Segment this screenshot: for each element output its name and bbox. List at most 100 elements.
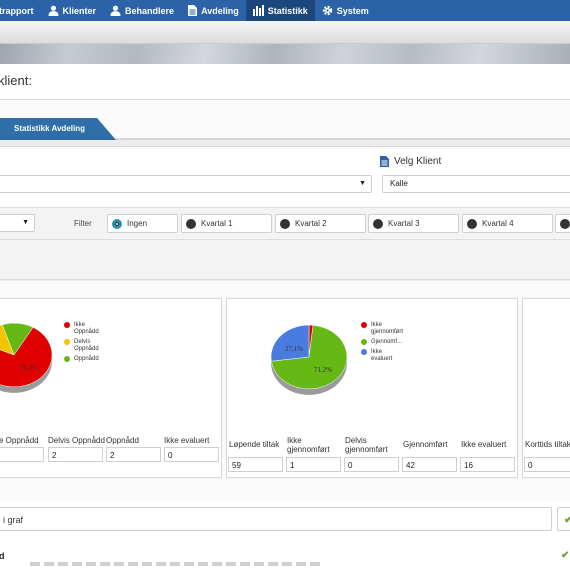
page-title: klient:	[0, 73, 32, 88]
filter-option-label: Kvartal 4	[482, 219, 514, 228]
nav-label-avdeling: Avdeling	[201, 5, 239, 16]
legend-1: Ikke Oppnådd Delvis Oppnådd Oppnådd	[64, 322, 104, 366]
stat-value: 59	[228, 457, 283, 472]
legend-2: Ikke gjennomført Gjennomf... Ikke evalue…	[361, 322, 407, 366]
nav-item-klienter[interactable]: Klienter	[41, 0, 104, 21]
tab-bar: Statistikk Avdeling	[0, 100, 570, 140]
nav-label-klienter: Klienter	[62, 5, 97, 16]
user-icon	[48, 5, 59, 16]
pie-data-label: 71,2%	[314, 366, 332, 374]
gear-icon	[322, 5, 332, 16]
stat-label: Delvis Oppnådd	[48, 436, 105, 445]
legend-dot-green	[64, 356, 70, 362]
stat-value: 2	[48, 447, 103, 462]
check-icon: ✔	[561, 550, 570, 561]
radio-icon	[467, 218, 477, 229]
filter-option-label: Kvartal 2	[295, 219, 327, 228]
nav-label-behandlere: Behandlere	[125, 5, 175, 16]
nav-item-klientrapport[interactable]: ktrapport	[0, 0, 41, 21]
stat-label: Ikke gjennomført	[287, 436, 330, 454]
nav-label-statistikk: Statistikk	[267, 5, 308, 16]
stat-label: Ikke evaluert	[164, 436, 210, 445]
tab-statistikk-avdeling[interactable]: Statistikk Avdeling	[0, 118, 116, 140]
pie-data-label: 27,1%	[285, 345, 303, 353]
filter-option-label: Kvartal 1	[201, 219, 233, 228]
stat-card-korttids	[522, 298, 570, 478]
filter-option-label: Kvartal 3	[388, 219, 420, 228]
legend-entry-oppnadd: Oppnådd	[74, 356, 99, 362]
period-select[interactable]: ▼	[0, 214, 35, 232]
filter-option-kvartal-2[interactable]: Kvartal 2	[275, 214, 366, 233]
stat-label: Delvis gjennomført	[345, 436, 388, 454]
legend-dot-blue	[361, 349, 367, 355]
section-label: d	[0, 551, 5, 561]
nav-item-avdeling[interactable]: Avdeling	[181, 0, 246, 21]
check-icon[interactable]: ✔	[557, 507, 570, 531]
velg-klient-label: Velg Klient	[380, 156, 441, 167]
filter-option-kvartal-4[interactable]: Kvartal 4	[462, 214, 553, 233]
pie-chart-1: 73,3%	[0, 322, 53, 393]
radio-icon	[186, 218, 196, 229]
legend-entry-gjennomfort: Gjennomf...	[371, 339, 403, 345]
legend-entry-delvis-oppnadd: Delvis Oppnådd	[74, 339, 99, 352]
filter-option-label: Ingen	[127, 219, 148, 228]
department-select[interactable]: ▼	[0, 175, 372, 193]
pie-chart-2: 71,2% 27,1%	[270, 324, 348, 395]
stat-label: Oppnådd	[106, 436, 139, 445]
filter-option-kvartal-1[interactable]: Kvartal 1	[181, 214, 272, 233]
nav-item-system[interactable]: System	[315, 0, 376, 21]
caret-down-icon: ▼	[359, 180, 366, 187]
graf-field[interactable]: i graf	[0, 507, 552, 531]
stat-value: 42	[402, 457, 457, 472]
bar-chart-icon	[252, 5, 264, 16]
stat-value: 0	[164, 447, 219, 462]
toolbar-band	[0, 21, 570, 44]
stat-value: 1	[286, 457, 341, 472]
top-navigation: ktrapport Klienter Behandlere Avdeling S…	[0, 0, 570, 21]
user-icon	[110, 5, 121, 16]
stat-value: 0	[344, 457, 399, 472]
stat-value: 0	[524, 457, 570, 472]
caret-down-icon: ▼	[22, 219, 29, 226]
empty-band	[0, 240, 570, 280]
nav-item-behandlere[interactable]: Behandlere	[103, 0, 181, 21]
legend-entry-ikke-oppnadd: Ikke Oppnådd	[74, 322, 99, 335]
stat-value	[0, 447, 44, 462]
legend-dot-yellow	[64, 339, 70, 345]
legend-entry-ikke-gjennomfort: Ikke gjennomført	[371, 322, 404, 335]
pie-slice	[0, 327, 53, 388]
legend-dot-green	[361, 339, 367, 345]
filter-option-kvartal-3[interactable]: Kvartal 3	[368, 214, 459, 233]
stat-label: Gjennomført	[403, 440, 448, 449]
filter-option-ingen[interactable]: Ingen	[107, 214, 178, 233]
legend-dot-red	[64, 322, 70, 328]
stat-label: Løpende tiltak	[229, 440, 280, 449]
pie-slice	[270, 324, 310, 362]
faded-text-line	[30, 562, 320, 566]
radio-icon	[280, 218, 290, 229]
filter-option-more[interactable]	[555, 214, 570, 233]
legend-dot-red	[361, 322, 367, 328]
document-icon	[380, 156, 389, 167]
nav-label-system: System	[336, 5, 369, 16]
pie-data-label: 73,3%	[19, 364, 37, 372]
stat-label: Korttids tiltak	[525, 440, 570, 449]
legend-entry-ikke-evaluert: Ikke evaluert	[371, 349, 393, 362]
nav-label-klientrapport: ktrapport	[0, 5, 34, 16]
radio-selected-icon	[112, 218, 122, 229]
stat-label: e Oppnådd	[0, 436, 39, 445]
decorative-banner	[0, 44, 570, 64]
stat-label: Ikke evaluert	[461, 440, 507, 449]
stat-value: 2	[106, 447, 161, 462]
stat-value: 16	[460, 457, 515, 472]
filter-label: Filter	[74, 219, 92, 228]
pie-slice	[1, 322, 34, 356]
stat-card-tiltak	[226, 298, 518, 478]
document-icon	[188, 5, 198, 16]
page-header: klient:	[0, 64, 570, 100]
radio-icon	[373, 218, 383, 229]
velg-klient-text: Velg Klient	[394, 156, 442, 167]
client-select[interactable]: Kalle	[382, 175, 570, 193]
nav-item-statistikk[interactable]: Statistikk	[245, 0, 315, 21]
radio-icon	[560, 218, 570, 229]
